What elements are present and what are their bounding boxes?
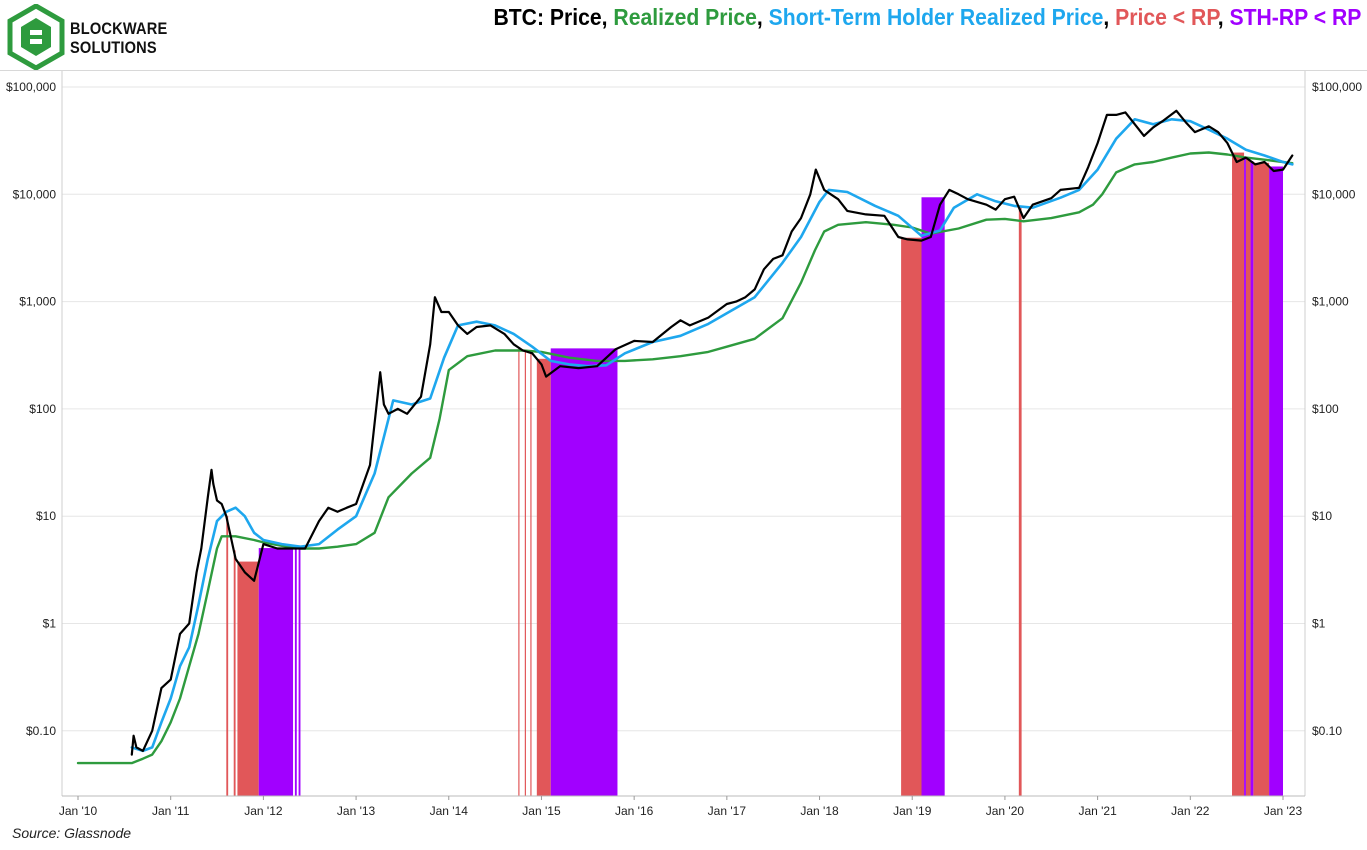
y-tick-label-right: $10 xyxy=(1312,509,1332,523)
logo-text-line1: BLOCKWARE xyxy=(70,19,168,38)
sth-below-rp-band xyxy=(1250,160,1254,797)
sth-below-rp-band xyxy=(1269,166,1283,797)
y-tick-label-left: $1,000 xyxy=(19,295,56,309)
y-tick-label-left: $100 xyxy=(29,402,56,416)
title-part: , xyxy=(1217,4,1230,30)
sth-below-rp-band xyxy=(1244,157,1246,796)
logo-text-line2: SOLUTIONS xyxy=(70,38,157,57)
price-below-rp-band xyxy=(237,561,259,796)
title-part: , xyxy=(756,4,769,30)
x-tick-label: Jan '10 xyxy=(59,804,98,818)
y-tick-label-left: $1 xyxy=(43,617,57,631)
x-tick-label: Jan '18 xyxy=(800,804,839,818)
x-tick-label: Jan '11 xyxy=(152,804,190,818)
logo-mark-icon xyxy=(7,4,65,70)
title-part: BTC: Price xyxy=(493,4,602,30)
price-below-rp-band xyxy=(518,347,520,796)
x-tick-label: Jan '21 xyxy=(1078,804,1117,818)
price-below-rp-band xyxy=(1018,207,1022,796)
rp-line xyxy=(76,151,1294,765)
title-part: Realized Price xyxy=(613,4,757,30)
title-part: Price < RP xyxy=(1114,4,1218,30)
x-tick-label: Jan '13 xyxy=(337,804,376,818)
y-tick-label-right: $0.10 xyxy=(1312,724,1342,738)
y-tick-label-right: $100 xyxy=(1312,402,1339,416)
price-below-rp-band xyxy=(1232,152,1245,796)
y-tick-label-left: $100,000 xyxy=(6,80,56,94)
highlight-bands xyxy=(226,152,1283,797)
price-line xyxy=(130,109,1294,756)
chart-title: BTC: Price, Realized Price, Short-Term H… xyxy=(493,4,1361,31)
x-tick-label: Jan '20 xyxy=(986,804,1025,818)
btc-price-chart: $0.10 $0.10 $1 $1 $10 $10 $100 $100 $1,000 $1,000… xyxy=(6,71,1362,818)
x-tick-label: Jan '12 xyxy=(244,804,283,818)
y-tick-label-left: $10 xyxy=(36,509,56,523)
y-tick-label-left: $10,000 xyxy=(13,187,57,201)
series-lines xyxy=(76,109,1294,765)
y-tick-label-right: $1 xyxy=(1312,617,1326,631)
title-part: , xyxy=(1103,4,1115,30)
sth-below-rp-band xyxy=(921,197,945,796)
y-tick-label-left: $0.10 xyxy=(26,724,56,738)
price-below-rp-band xyxy=(226,516,229,796)
sth-below-rp-band xyxy=(258,548,294,796)
sth-below-rp-band xyxy=(298,548,301,796)
title-part: STH-RP < RP xyxy=(1229,4,1361,30)
x-tick-label: Jan '19 xyxy=(893,804,932,818)
price-below-rp-band xyxy=(901,237,922,796)
x-tick-label: Jan '14 xyxy=(430,804,469,818)
sth-line xyxy=(130,118,1294,753)
title-part: Short-Term Holder Realized Price xyxy=(768,4,1104,30)
price-below-rp-band xyxy=(530,352,532,796)
sth-below-rp-band xyxy=(294,548,297,796)
logo: BLOCKWARE SOLUTIONS xyxy=(6,4,168,70)
price-below-rp-band xyxy=(536,358,551,796)
x-tick-label: Jan '16 xyxy=(615,804,654,818)
price-below-rp-band xyxy=(233,550,236,796)
axes: $0.10 $0.10 $1 $1 $10 $10 $100 $100 $1,000 $1,000… xyxy=(6,71,1362,818)
x-tick-label: Jan '17 xyxy=(708,804,747,818)
x-tick-label: Jan '15 xyxy=(522,804,561,818)
title-part: , xyxy=(601,4,614,30)
header-divider xyxy=(0,70,1367,71)
price-below-rp-band xyxy=(1253,162,1270,797)
y-tick-label-right: $1,000 xyxy=(1312,295,1349,309)
sth-below-rp-band xyxy=(550,348,618,796)
y-tick-label-right: $10,000 xyxy=(1312,187,1356,201)
x-tick-label: Jan '22 xyxy=(1171,804,1210,818)
x-tick-label: Jan '23 xyxy=(1264,804,1303,818)
price-below-rp-band xyxy=(1245,157,1251,796)
source-note: Source: Glassnode xyxy=(12,825,132,841)
price-below-rp-band xyxy=(524,351,526,796)
y-tick-label-right: $100,000 xyxy=(1312,80,1362,94)
